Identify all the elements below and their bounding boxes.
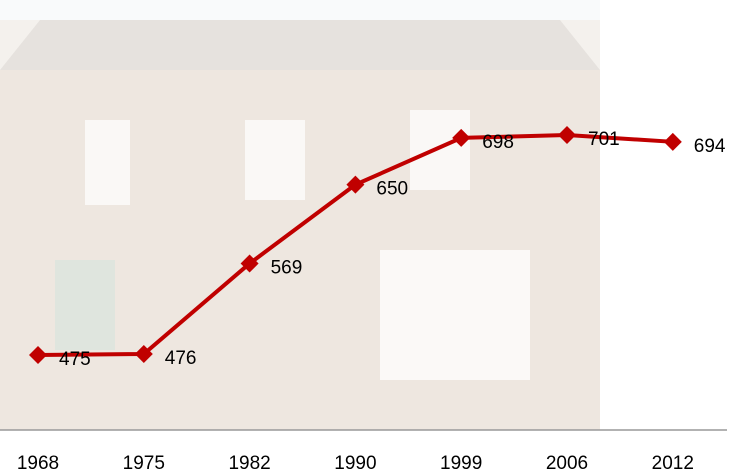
data-label: 701 (588, 129, 620, 150)
x-tick-label: 1990 (334, 453, 376, 474)
x-tick-label: 2006 (546, 453, 588, 474)
data-label: 475 (59, 349, 91, 370)
marker (664, 133, 682, 151)
x-tick-label: 1968 (17, 453, 59, 474)
data-label: 698 (482, 132, 514, 153)
x-tick-label: 2012 (652, 453, 694, 474)
x-tick-label: 1975 (123, 453, 165, 474)
chart: 1968 1975 1982 1990 1999 2006 2012 475 476 569 650… (0, 0, 742, 474)
data-label: 650 (376, 179, 408, 200)
data-label: 476 (165, 348, 197, 369)
x-tick-label: 1982 (228, 453, 270, 474)
x-tick-label: 1999 (440, 453, 482, 474)
data-label: 694 (694, 136, 726, 157)
data-label: 569 (271, 258, 303, 279)
